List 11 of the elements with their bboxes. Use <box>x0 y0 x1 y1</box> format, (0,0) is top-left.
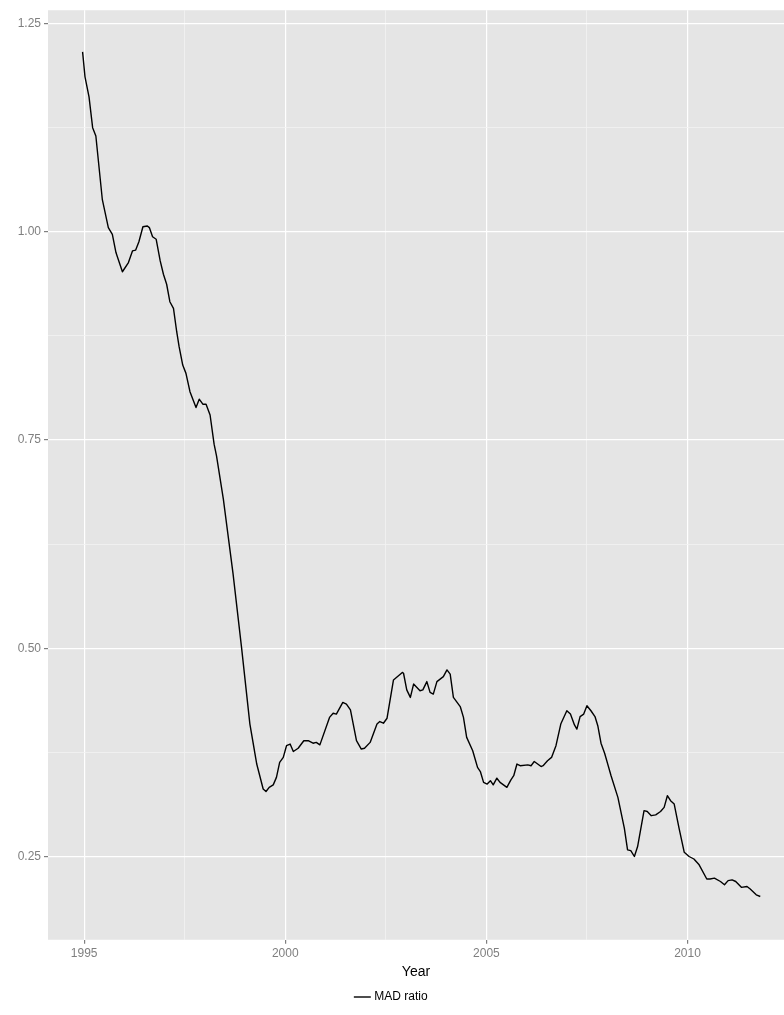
x-tick-label: 1995 <box>70 946 98 961</box>
y-tick-label: 1.00 <box>17 224 42 239</box>
y-tick-label: 0.25 <box>17 848 42 863</box>
y-tick-label: 1.25 <box>17 15 42 30</box>
legend-label: MAD ratio <box>374 989 428 1004</box>
x-axis-title: Year <box>401 963 431 980</box>
y-tick-label: 0.75 <box>17 432 42 447</box>
x-tick-label: 2005 <box>473 946 501 961</box>
y-tick-label: 0.50 <box>17 640 42 655</box>
x-tick-label: 2010 <box>674 946 702 961</box>
x-tick-label: 2000 <box>271 946 299 961</box>
